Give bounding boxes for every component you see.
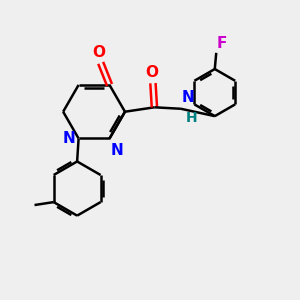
Text: N: N (182, 90, 194, 105)
Text: H: H (186, 111, 198, 125)
Text: O: O (145, 64, 158, 80)
Text: N: N (111, 143, 124, 158)
Text: F: F (217, 36, 227, 51)
Text: N: N (62, 131, 75, 146)
Text: O: O (93, 45, 106, 60)
